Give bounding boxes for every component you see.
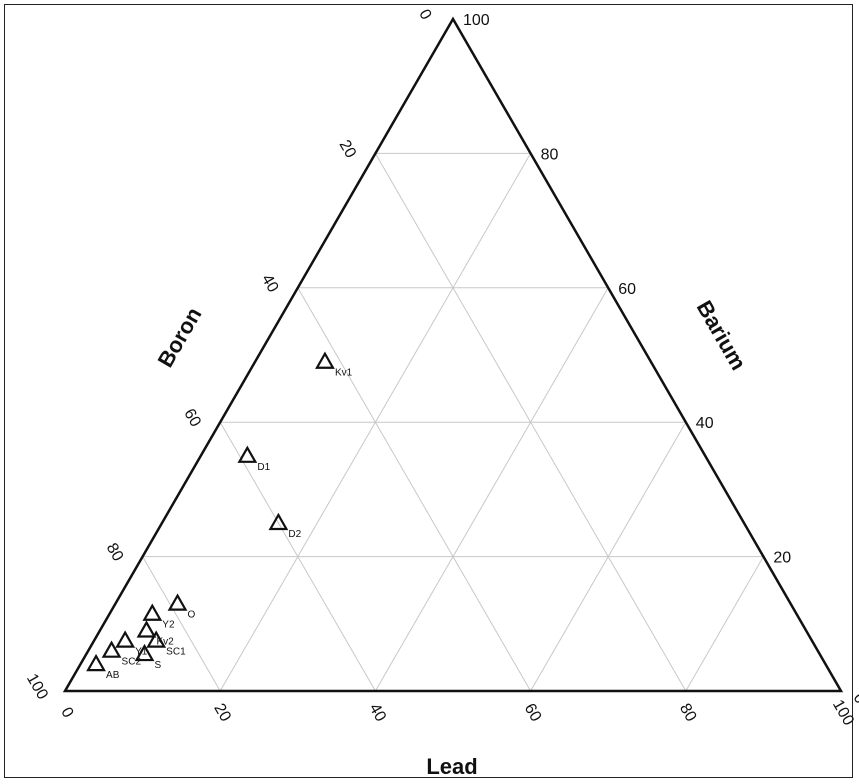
tick-label-lead: 0 [57, 705, 76, 721]
axis-title-lead: Lead [426, 754, 477, 779]
tick-label-lead: 60 [521, 701, 545, 725]
grid-line-lead [685, 556, 764, 692]
data-point-label: Y2 [162, 620, 175, 631]
grid-line-lead [530, 421, 687, 692]
tick-label-boron: 60 [180, 406, 204, 430]
tick-label-barium: 100 [463, 12, 490, 29]
data-point-label: SC1 [166, 647, 186, 658]
data-point-marker [136, 620, 157, 638]
data-point-marker [115, 630, 136, 648]
tick-label-lead: 40 [365, 701, 389, 725]
tick-label-boron: 20 [335, 137, 359, 161]
data-point-marker [167, 593, 188, 611]
grid-line-boron [219, 421, 376, 692]
data-point-label: S [155, 660, 162, 671]
grid-line-boron [142, 556, 221, 692]
data-point-marker [101, 640, 122, 658]
tick-label-lead: 80 [676, 701, 700, 725]
data-point-marker [146, 630, 167, 648]
data-point-label: O [188, 610, 196, 621]
data-point-marker [134, 643, 155, 662]
tick-label-boron: 0 [415, 7, 434, 23]
tick-label-boron: 40 [258, 272, 282, 296]
tick-label-boron: 100 [23, 671, 51, 703]
tick-label-boron: 80 [103, 540, 127, 564]
data-point-label: Kv2 [156, 637, 174, 648]
data-point-label: Kv1 [335, 368, 353, 379]
data-point-label: D2 [288, 529, 301, 540]
data-point-marker [86, 653, 106, 672]
tick-label-barium: 0 [850, 691, 859, 707]
tick-label-barium: 20 [773, 550, 791, 567]
data-point-label: AB [106, 670, 120, 681]
data-point-marker [142, 603, 163, 621]
tick-label-barium: 40 [696, 415, 714, 432]
grid-line-boron [297, 287, 532, 692]
data-point-marker [237, 445, 258, 463]
grid-line-lead [374, 287, 609, 692]
data-point-label: D1 [257, 462, 270, 473]
axis-title-boron: Boron [152, 303, 206, 372]
data-point-marker [268, 512, 289, 531]
triangle-outline [62, 16, 844, 693]
data-point-label: SC2 [122, 657, 142, 668]
axis-title-barium: Barium [692, 296, 752, 374]
data-point-marker [315, 351, 335, 369]
tick-label-lead: 20 [210, 701, 234, 725]
tick-label-barium: 80 [541, 146, 559, 163]
grid-lines [142, 152, 764, 692]
tick-label-barium: 60 [618, 281, 636, 298]
